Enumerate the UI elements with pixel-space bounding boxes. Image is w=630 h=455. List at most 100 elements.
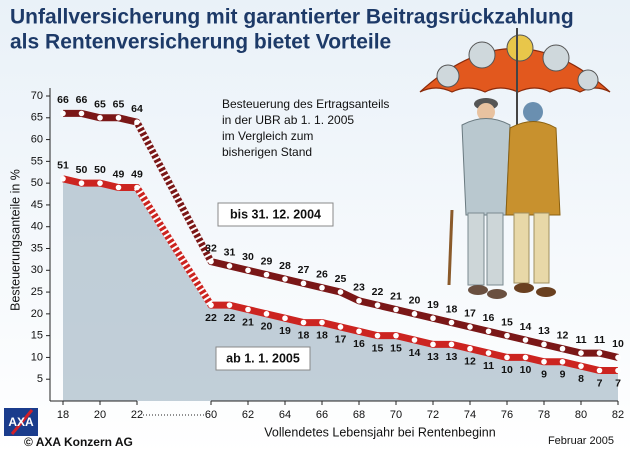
y-axis-label: Besteuerungsanteile in %	[8, 169, 22, 311]
y-tick-label: 25	[31, 286, 43, 298]
data-label: 17	[335, 334, 347, 346]
x-tick-label: 78	[538, 409, 550, 421]
point	[485, 350, 492, 356]
point	[356, 328, 362, 335]
data-label: 20	[409, 295, 421, 307]
data-label: 66	[57, 94, 69, 106]
point	[60, 175, 66, 182]
data-label: 19	[427, 299, 439, 311]
y-tick-label: 30	[31, 264, 43, 276]
point	[337, 289, 344, 295]
y-tick-label: 45	[31, 199, 43, 211]
data-label: 66	[76, 94, 88, 106]
x-tick-label: 66	[316, 409, 328, 421]
y-tick-label: 10	[31, 351, 43, 363]
break-hatch	[134, 185, 214, 308]
x-tick-label: 80	[575, 409, 587, 421]
y-tick-label: 50	[31, 177, 43, 189]
legend-box	[215, 346, 311, 371]
annotation: Besteuerung des Ertragsanteils	[222, 97, 389, 111]
data-label: 11	[483, 360, 494, 372]
point	[78, 110, 85, 117]
y-tick-label: 15	[31, 330, 43, 342]
data-label: 16	[483, 312, 495, 324]
data-label: 31	[224, 247, 236, 259]
x-tick-label: 60	[205, 409, 217, 421]
data-label: 11	[594, 334, 605, 346]
data-label: 9	[560, 369, 566, 381]
point	[226, 263, 233, 269]
annotation: in der UBR ab 1. 1. 2005	[222, 113, 354, 127]
data-label: 23	[353, 282, 365, 294]
point	[245, 267, 251, 274]
point	[467, 324, 473, 330]
point	[596, 350, 603, 356]
data-label: 15	[372, 342, 384, 354]
illustration	[419, 28, 611, 299]
data-label: 26	[316, 268, 328, 280]
area	[63, 178, 618, 401]
annotation: bisherigen Stand	[222, 145, 312, 159]
data-label: 10	[612, 338, 624, 350]
point	[559, 345, 566, 352]
data-label: 11	[575, 334, 586, 346]
point	[134, 184, 140, 191]
data-label: 7	[615, 377, 621, 389]
data-label: 18	[446, 303, 458, 315]
data-label: 13	[427, 351, 439, 363]
data-label: 9	[541, 369, 547, 381]
point	[596, 367, 603, 374]
point	[115, 184, 122, 191]
point	[615, 367, 621, 374]
point	[337, 324, 344, 330]
data-label: 49	[113, 168, 125, 180]
y-tick-label: 60	[31, 133, 43, 145]
x-tick-label: 62	[242, 409, 254, 421]
chart-title: Unfallversicherung mit garantierter Beit…	[10, 6, 574, 29]
x-tick-label: 22	[131, 409, 143, 421]
data-label: 28	[279, 260, 291, 272]
data-label: 30	[242, 251, 254, 263]
point	[263, 311, 270, 317]
series-line	[62, 175, 618, 374]
data-label: 15	[501, 316, 513, 328]
point	[319, 319, 325, 326]
data-label: 65	[113, 99, 125, 111]
data-label: 16	[353, 338, 365, 350]
data-label: 10	[520, 364, 532, 376]
data-label: 14	[520, 321, 532, 333]
data-label: 22	[372, 286, 384, 298]
legend-label: bis 31. 12. 2004	[230, 207, 321, 221]
series-line	[63, 109, 619, 361]
data-label: 65	[94, 99, 106, 111]
x-tick-label: 68	[353, 409, 365, 421]
y-tick-label: 70	[31, 90, 43, 102]
x-tick-label: 76	[501, 409, 513, 421]
y-tick-label: 40	[31, 221, 43, 233]
point	[578, 363, 584, 369]
point	[60, 110, 66, 117]
date: Februar 2005	[548, 435, 614, 447]
data-label: 17	[464, 308, 476, 320]
point	[208, 302, 214, 308]
x-axis-label: Vollendetes Lebensjahr bei Rentenbeginn	[264, 425, 495, 439]
point	[578, 350, 584, 356]
data-label: 50	[94, 164, 106, 176]
legend-label: ab 1. 1. 2005	[226, 351, 300, 365]
y-tick-label: 55	[31, 155, 43, 167]
point	[615, 354, 621, 361]
data-label: 21	[242, 316, 254, 328]
data-label: 27	[298, 264, 310, 276]
point	[411, 337, 418, 343]
point	[541, 358, 547, 365]
point	[97, 180, 103, 186]
point	[356, 297, 362, 304]
data-label: 51	[57, 160, 69, 172]
point	[208, 258, 214, 265]
point	[374, 332, 381, 339]
data-label: 25	[335, 273, 347, 285]
point	[226, 302, 233, 308]
point	[263, 271, 270, 278]
data-label: 10	[501, 364, 513, 376]
